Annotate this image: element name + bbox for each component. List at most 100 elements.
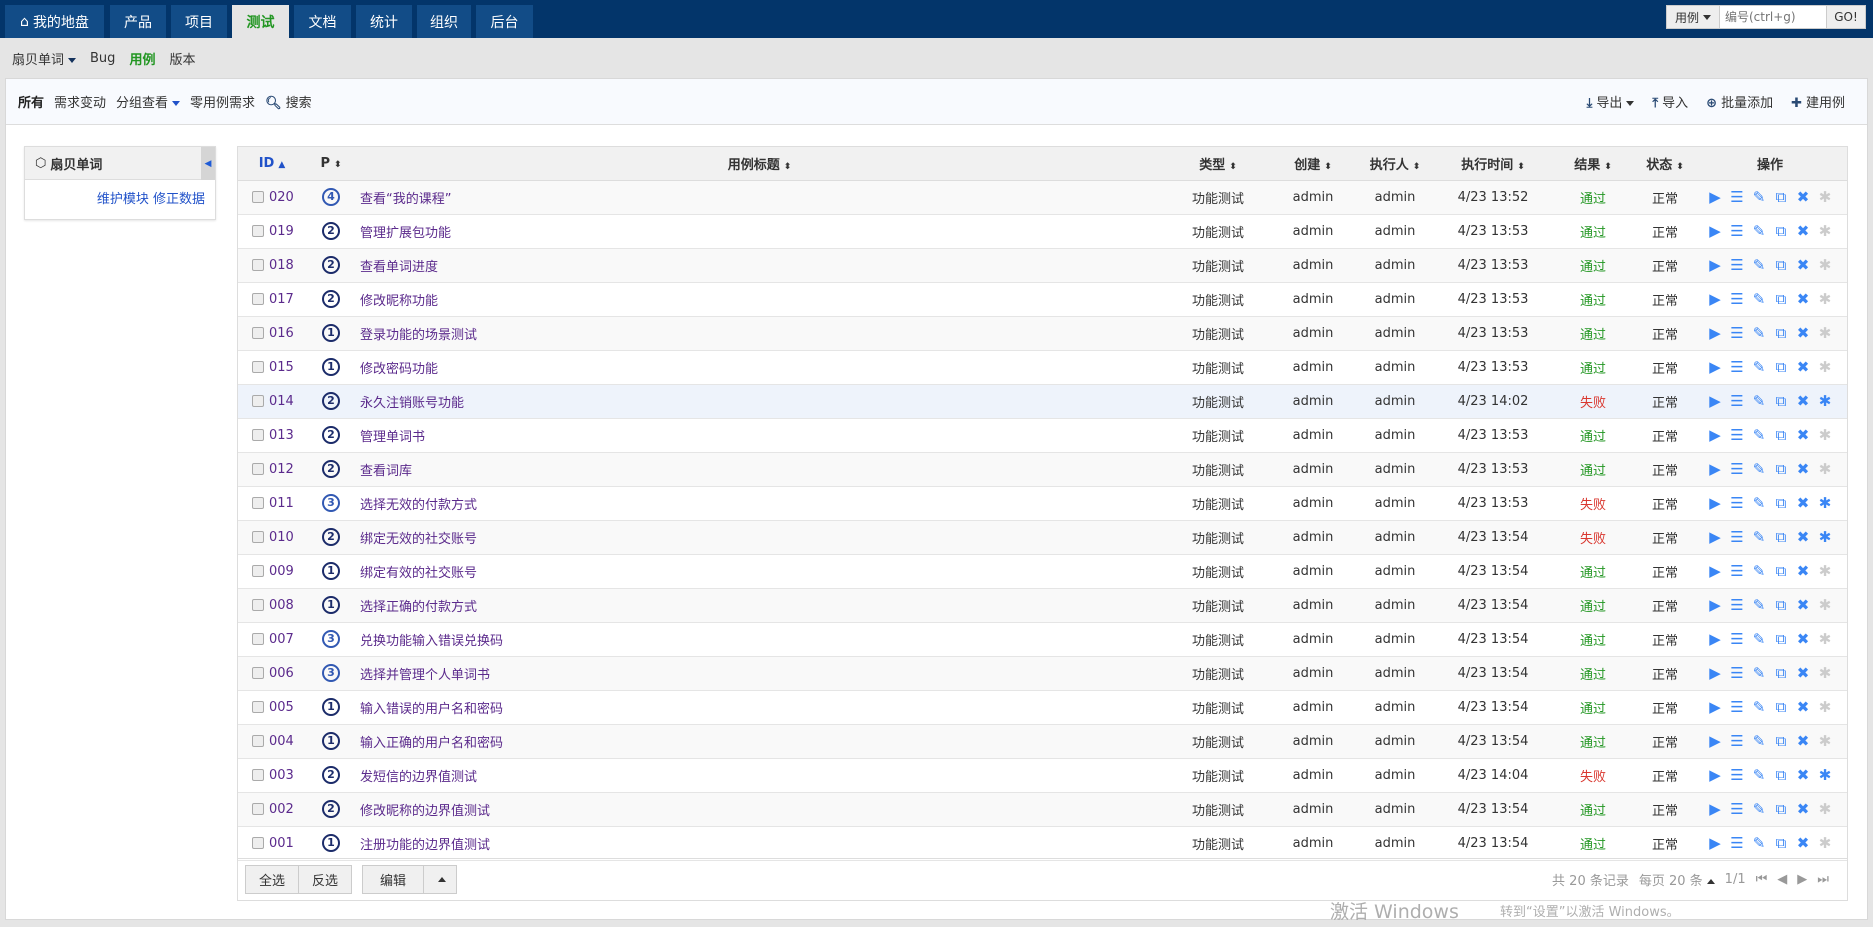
delete-icon[interactable]: ✖ <box>1796 494 1810 512</box>
run-icon[interactable]: ▶ <box>1709 596 1721 614</box>
case-title-link[interactable]: 查看“我的课程” <box>360 191 452 207</box>
filter-changed[interactable]: 需求变动 <box>54 96 107 111</box>
results-icon[interactable]: ☰ <box>1730 222 1744 240</box>
delete-icon[interactable]: ✖ <box>1796 426 1810 444</box>
row-checkbox[interactable] <box>252 837 264 849</box>
search-id-input[interactable] <box>1719 6 1827 28</box>
row-checkbox[interactable] <box>252 769 264 781</box>
go-button[interactable]: GO! <box>1834 10 1858 24</box>
results-icon[interactable]: ☰ <box>1730 358 1744 376</box>
case-id-link[interactable]: 005 <box>269 699 294 715</box>
first-page-icon[interactable]: ⏮ <box>1755 872 1768 887</box>
case-id-link[interactable]: 012 <box>269 461 294 477</box>
bug-icon[interactable]: ✱ <box>1818 188 1832 206</box>
bug-icon[interactable]: ✱ <box>1818 698 1832 716</box>
edit-icon[interactable]: ✎ <box>1752 630 1766 648</box>
delete-icon[interactable]: ✖ <box>1796 222 1810 240</box>
bug-icon[interactable]: ✱ <box>1818 324 1832 342</box>
case-title-link[interactable]: 选择正确的付款方式 <box>360 599 478 615</box>
run-icon[interactable]: ▶ <box>1709 290 1721 308</box>
copy-icon[interactable]: ⧉ <box>1775 494 1787 512</box>
copy-icon[interactable]: ⧉ <box>1775 732 1787 750</box>
filter-all[interactable]: 所有 <box>18 96 45 111</box>
copy-icon[interactable]: ⧉ <box>1775 290 1787 308</box>
results-icon[interactable]: ☰ <box>1730 290 1744 308</box>
results-icon[interactable]: ☰ <box>1730 324 1744 342</box>
run-icon[interactable]: ▶ <box>1709 188 1721 206</box>
bug-icon[interactable]: ✱ <box>1818 256 1832 274</box>
delete-icon[interactable]: ✖ <box>1796 358 1810 376</box>
delete-icon[interactable]: ✖ <box>1796 732 1810 750</box>
tab-6[interactable]: 组织 <box>417 5 471 38</box>
column-header-1[interactable]: P ⬍ <box>306 147 356 181</box>
results-icon[interactable]: ☰ <box>1730 494 1744 512</box>
column-header-5[interactable]: 执行人 ⬍ <box>1353 147 1437 181</box>
copy-icon[interactable]: ⧉ <box>1775 834 1787 852</box>
batch-add-button[interactable]: ⊕ 批量添加 <box>1706 96 1774 111</box>
row-checkbox[interactable] <box>252 735 264 747</box>
case-title-link[interactable]: 选择并管理个人单词书 <box>360 667 491 683</box>
tab-0[interactable]: ⌂ 我的地盘 <box>5 5 104 38</box>
case-id-link[interactable]: 019 <box>269 223 294 239</box>
case-title-link[interactable]: 绑定无效的社交账号 <box>360 531 478 547</box>
per-page-dropdown[interactable]: 每页 20 条 <box>1639 870 1715 889</box>
results-icon[interactable]: ☰ <box>1730 392 1744 410</box>
subnav-build[interactable]: 版本 <box>169 52 196 68</box>
results-icon[interactable]: ☰ <box>1730 562 1744 580</box>
search-toggle[interactable]: 🔍︎ 搜索 <box>265 96 312 111</box>
row-checkbox[interactable] <box>252 599 264 611</box>
delete-icon[interactable]: ✖ <box>1796 188 1810 206</box>
delete-icon[interactable]: ✖ <box>1796 392 1810 410</box>
edit-icon[interactable]: ✎ <box>1752 460 1766 478</box>
edit-icon[interactable]: ✎ <box>1752 800 1766 818</box>
edit-icon[interactable]: ✎ <box>1752 324 1766 342</box>
bug-icon[interactable]: ✱ <box>1818 222 1832 240</box>
batch-edit-button[interactable]: 编辑 <box>362 865 425 894</box>
edit-icon[interactable]: ✎ <box>1752 222 1766 240</box>
tab-2[interactable]: 项目 <box>171 5 227 38</box>
edit-icon[interactable]: ✎ <box>1752 698 1766 716</box>
case-title-link[interactable]: 修改昵称功能 <box>360 293 439 309</box>
results-icon[interactable]: ☰ <box>1730 528 1744 546</box>
bug-icon[interactable]: ✱ <box>1818 664 1832 682</box>
case-title-link[interactable]: 注册功能的边界值测试 <box>360 837 491 853</box>
edit-icon[interactable]: ✎ <box>1752 766 1766 784</box>
edit-icon[interactable]: ✎ <box>1752 834 1766 852</box>
results-icon[interactable]: ☰ <box>1730 630 1744 648</box>
tab-3[interactable]: 测试 <box>232 5 289 38</box>
delete-icon[interactable]: ✖ <box>1796 324 1810 342</box>
row-checkbox[interactable] <box>252 803 264 815</box>
case-id-link[interactable]: 001 <box>269 835 294 851</box>
delete-icon[interactable]: ✖ <box>1796 460 1810 478</box>
row-checkbox[interactable] <box>252 667 264 679</box>
case-title-link[interactable]: 登录功能的场景测试 <box>360 327 478 343</box>
case-title-link[interactable]: 绑定有效的社交账号 <box>360 565 478 581</box>
case-title-link[interactable]: 兑换功能输入错误兑换码 <box>360 633 504 649</box>
bug-icon[interactable]: ✱ <box>1818 766 1832 784</box>
case-id-link[interactable]: 016 <box>269 325 294 341</box>
collapse-sidebar-button[interactable]: ◀ <box>201 147 215 180</box>
case-id-link[interactable]: 006 <box>269 665 294 681</box>
case-title-link[interactable]: 修改昵称的边界值测试 <box>360 803 491 819</box>
case-id-link[interactable]: 013 <box>269 427 294 443</box>
copy-icon[interactable]: ⧉ <box>1775 324 1787 342</box>
copy-icon[interactable]: ⧉ <box>1775 596 1787 614</box>
column-header-4[interactable]: 创建 ⬍ <box>1273 147 1353 181</box>
case-title-link[interactable]: 管理单词书 <box>360 429 426 445</box>
case-title-link[interactable]: 管理扩展包功能 <box>360 225 452 241</box>
copy-icon[interactable]: ⧉ <box>1775 460 1787 478</box>
case-id-link[interactable]: 009 <box>269 563 294 579</box>
tab-5[interactable]: 统计 <box>356 5 412 38</box>
group-view-dropdown[interactable]: 分组查看 <box>116 92 181 111</box>
edit-icon[interactable]: ✎ <box>1752 596 1766 614</box>
copy-icon[interactable]: ⧉ <box>1775 256 1787 274</box>
last-page-icon[interactable]: ⏭ <box>1817 872 1829 887</box>
case-id-link[interactable]: 017 <box>269 291 294 307</box>
copy-icon[interactable]: ⧉ <box>1775 664 1787 682</box>
bug-icon[interactable]: ✱ <box>1818 290 1832 308</box>
results-icon[interactable]: ☰ <box>1730 800 1744 818</box>
results-icon[interactable]: ☰ <box>1730 834 1744 852</box>
results-icon[interactable]: ☰ <box>1730 766 1744 784</box>
bug-icon[interactable]: ✱ <box>1818 596 1832 614</box>
import-button[interactable]: ⤒ 导入 <box>1652 96 1689 111</box>
